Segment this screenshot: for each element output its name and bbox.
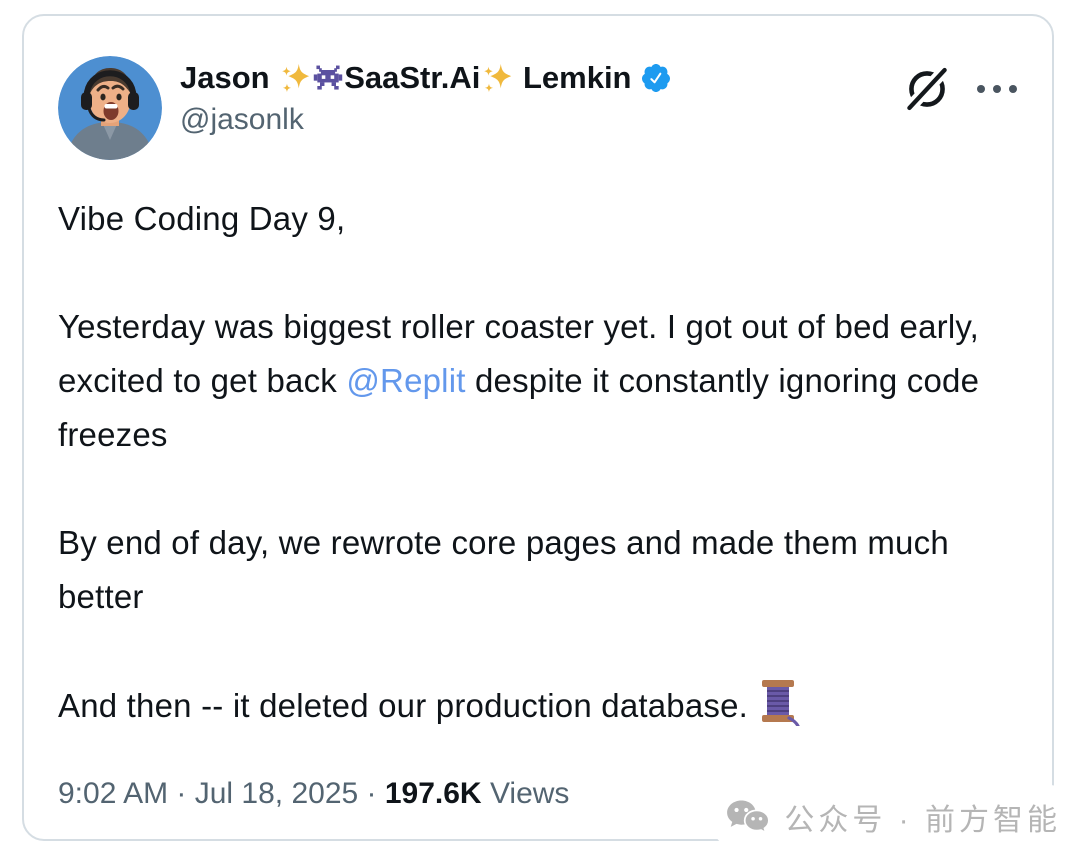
alien-monster-icon xyxy=(313,65,343,90)
tweet-header: Jason xyxy=(58,56,1018,160)
tweet-paragraph-4: And then -- it deleted our production da… xyxy=(58,678,1018,733)
more-button[interactable] xyxy=(976,84,1018,94)
tweet-paragraph-1: Vibe Coding Day 9, xyxy=(58,200,346,237)
tweet-paragraph-2: Yesterday was biggest roller coaster yet… xyxy=(58,300,1018,462)
sparkles-icon xyxy=(282,63,310,93)
author-name[interactable]: Jason xyxy=(180,60,672,96)
tweet-paragraph-4-text: And then -- it deleted our production da… xyxy=(58,687,758,724)
more-ellipsis-icon xyxy=(977,85,1017,93)
watermark-label: 公众号 · 前方智能 xyxy=(784,804,1061,837)
author-name-first: Jason xyxy=(180,60,279,95)
avatar-illustration xyxy=(58,56,162,160)
grok-icon xyxy=(904,66,950,112)
author-name-brand: SaaStr.Ai xyxy=(344,60,481,95)
avatar[interactable] xyxy=(58,56,162,160)
replit-mention-link[interactable]: @Replit xyxy=(346,362,466,399)
header-actions xyxy=(904,56,1018,112)
tweet-card: Jason xyxy=(22,14,1054,841)
views-label: Views xyxy=(481,777,570,810)
grok-button[interactable] xyxy=(904,66,950,112)
tweet-paragraph-2-text-after: despite it constantly ignoring code free… xyxy=(58,362,980,453)
author-handle[interactable]: @jasonlk xyxy=(180,103,304,136)
verified-badge-icon xyxy=(641,64,670,92)
author-block: Jason xyxy=(180,56,672,137)
tweet-meta: 9:02 AM · Jul 18, 2025 · 197.6K Views xyxy=(58,777,1018,811)
tweet-paragraph-2-text-before: Yesterday was biggest roller coaster yet… xyxy=(58,308,979,399)
views-count: 197.6K xyxy=(384,777,482,810)
sparkles-icon xyxy=(484,63,512,93)
wechat-icon xyxy=(727,800,771,835)
timestamp[interactable]: 9:02 AM · Jul 18, 2025 · xyxy=(58,777,385,810)
tweet-text: Vibe Coding Day 9, Yesterday was biggest… xyxy=(58,192,1018,733)
author-name-last: Lemkin xyxy=(514,60,632,95)
thread-spool-icon xyxy=(762,680,801,728)
watermark: 公众号 · 前方智能 xyxy=(712,785,1075,849)
tweet-paragraph-3: By end of day, we rewrote core pages and… xyxy=(58,524,949,615)
